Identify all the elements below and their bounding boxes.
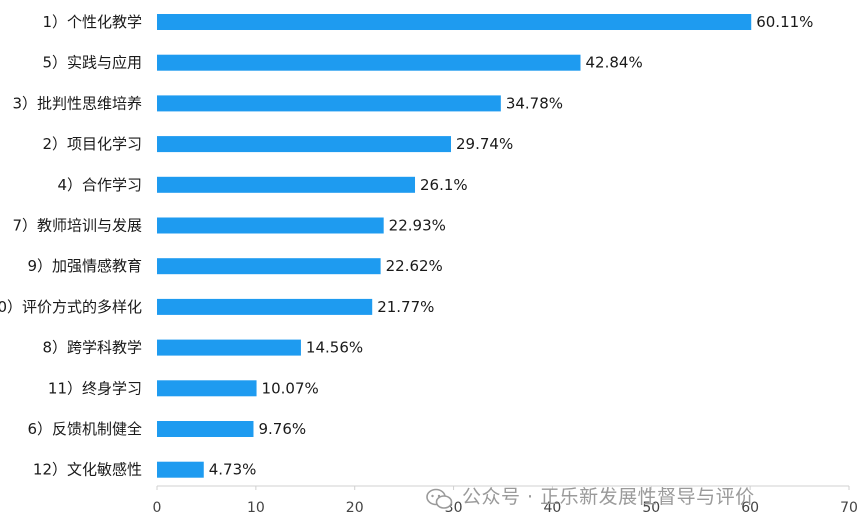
value-label: 4.73% [209, 461, 257, 479]
value-label: 14.56% [306, 339, 363, 357]
wechat-icon [426, 488, 453, 509]
value-label: 34.78% [506, 94, 563, 112]
x-tick-label: 60 [741, 500, 759, 516]
value-label: 9.76% [258, 420, 306, 438]
category-label: 2）项目化学习 [42, 135, 142, 153]
watermark: 公众号 · 正乐新发展性督导与评价 [426, 486, 755, 509]
bar [157, 380, 257, 397]
x-tick-label: 0 [153, 500, 162, 516]
bar [157, 461, 204, 478]
bar [157, 176, 416, 193]
value-label: 60.11% [756, 13, 813, 31]
value-label: 26.1% [420, 176, 468, 194]
x-axis-ticks: 0 10 20 30 40 50 60 70 [153, 486, 858, 516]
bar [157, 217, 384, 234]
category-label: 5）实践与应用 [42, 54, 142, 72]
category-label: 3）批判性思维培养 [12, 94, 142, 112]
value-label: 22.93% [389, 217, 446, 235]
x-tick-label: 70 [840, 500, 858, 516]
value-label: 42.84% [586, 54, 643, 72]
bar [157, 339, 301, 356]
category-label: 12）文化敏感性 [33, 461, 142, 479]
value-label: 21.77% [377, 298, 434, 316]
bar [157, 54, 581, 71]
value-label: 29.74% [456, 135, 513, 153]
bar [157, 258, 381, 275]
x-tick-label: 50 [642, 500, 660, 516]
category-label: 8）跨学科教学 [42, 339, 142, 357]
x-tick-label: 10 [247, 500, 265, 516]
value-label: 22.62% [386, 257, 443, 275]
value-label: 10.07% [262, 379, 319, 397]
bar [157, 136, 452, 153]
category-label: 11）终身学习 [48, 379, 142, 397]
bar [157, 14, 752, 30]
bars-layer: 1）个性化教学 60.11% 5）实践与应用 42.84% 3）批判性思维培养 34.78… [0, 13, 813, 479]
x-tick-label: 20 [346, 500, 364, 516]
category-label: 7）教师培训与发展 [12, 217, 142, 235]
bar [157, 421, 254, 437]
category-label: 10）评价方式的多样化 [0, 298, 142, 316]
x-tick-label: 40 [544, 500, 562, 516]
category-label: 4）合作学习 [57, 176, 142, 194]
category-label: 6）反馈机制健全 [27, 420, 142, 438]
watermark-text: 公众号 · 正乐新发展性督导与评价 [462, 486, 755, 508]
bar [157, 298, 373, 315]
category-label: 9）加强情感教育 [27, 257, 142, 275]
bar [157, 95, 501, 112]
category-label: 1）个性化教学 [42, 13, 142, 31]
